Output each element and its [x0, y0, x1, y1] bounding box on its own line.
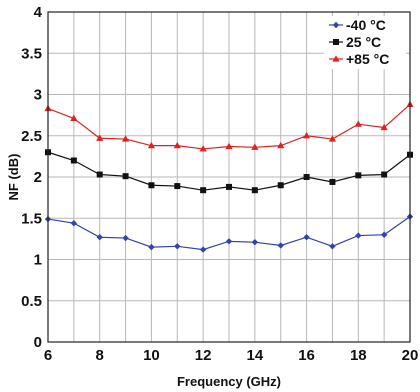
data-point	[225, 142, 233, 150]
data-point	[355, 232, 362, 239]
x-tick-label: 20	[402, 347, 419, 364]
data-point	[226, 183, 232, 190]
legend-marker	[332, 55, 340, 62]
series-2	[44, 100, 414, 152]
data-point	[277, 141, 285, 149]
data-point	[70, 114, 78, 122]
data-point	[147, 141, 156, 149]
data-point	[277, 242, 284, 249]
series-layer	[44, 100, 414, 253]
data-point	[121, 135, 130, 142]
x-axis-label: Frequency (GHz)	[177, 374, 281, 389]
data-point	[225, 238, 233, 245]
y-tick-label: 0.5	[21, 293, 42, 310]
x-tick-label: 10	[143, 347, 160, 364]
data-point	[277, 182, 284, 189]
legend-label: -40 °C	[346, 17, 386, 33]
series-0	[44, 213, 414, 253]
data-point	[173, 141, 181, 149]
data-point	[122, 173, 129, 180]
legend-label: +85 °C	[346, 51, 389, 67]
x-tick-label: 8	[96, 347, 104, 364]
data-point	[380, 123, 388, 131]
data-point	[380, 231, 388, 238]
data-point	[70, 157, 77, 164]
data-point	[199, 246, 207, 253]
x-tick-label: 6	[44, 347, 52, 364]
y-tick-label: 1.5	[21, 210, 42, 227]
y-tick-label: 2.5	[21, 128, 42, 145]
plot-frame	[47, 11, 411, 343]
data-point	[251, 187, 258, 194]
data-point	[199, 145, 207, 152]
data-point	[96, 234, 103, 241]
data-point	[251, 143, 259, 150]
y-tick-label: 2	[34, 169, 42, 186]
legend-label: 25 °C	[346, 34, 381, 50]
legend: -40 °C25 °C+85 °C	[324, 16, 406, 69]
y-tick-label: 0	[34, 334, 42, 351]
data-point	[329, 243, 336, 250]
y-tick-label: 3	[34, 87, 42, 104]
x-tick-label: 18	[350, 347, 367, 364]
data-point	[122, 234, 129, 242]
y-tick-label: 1	[34, 252, 42, 269]
data-point	[148, 182, 155, 189]
data-point	[70, 220, 78, 227]
data-point	[381, 171, 388, 178]
data-point	[303, 174, 310, 180]
data-point	[355, 172, 362, 179]
data-point	[200, 187, 207, 194]
data-point	[354, 120, 362, 127]
data-point	[148, 243, 155, 251]
data-point	[174, 243, 181, 250]
legend-marker	[333, 39, 339, 45]
data-point	[303, 234, 310, 241]
y-axis-label: NF (dB)	[6, 154, 21, 201]
y-tick-label: 3.5	[21, 45, 42, 62]
data-point	[328, 135, 337, 142]
data-point	[251, 238, 259, 246]
data-point	[174, 183, 181, 190]
x-tick-label: 16	[298, 347, 315, 364]
legend-marker	[332, 21, 340, 29]
data-point	[96, 134, 104, 141]
data-point	[302, 131, 311, 139]
data-point	[96, 171, 103, 178]
x-tick-label: 14	[247, 347, 264, 364]
tick-labels: 6 8 10 12 14 16 18 20 0 0.5 1 1.5 2 2.5 3 3.5 4	[21, 4, 418, 364]
x-tick-label: 12	[195, 347, 212, 364]
y-tick-label: 4	[34, 4, 43, 21]
data-point	[329, 178, 336, 185]
